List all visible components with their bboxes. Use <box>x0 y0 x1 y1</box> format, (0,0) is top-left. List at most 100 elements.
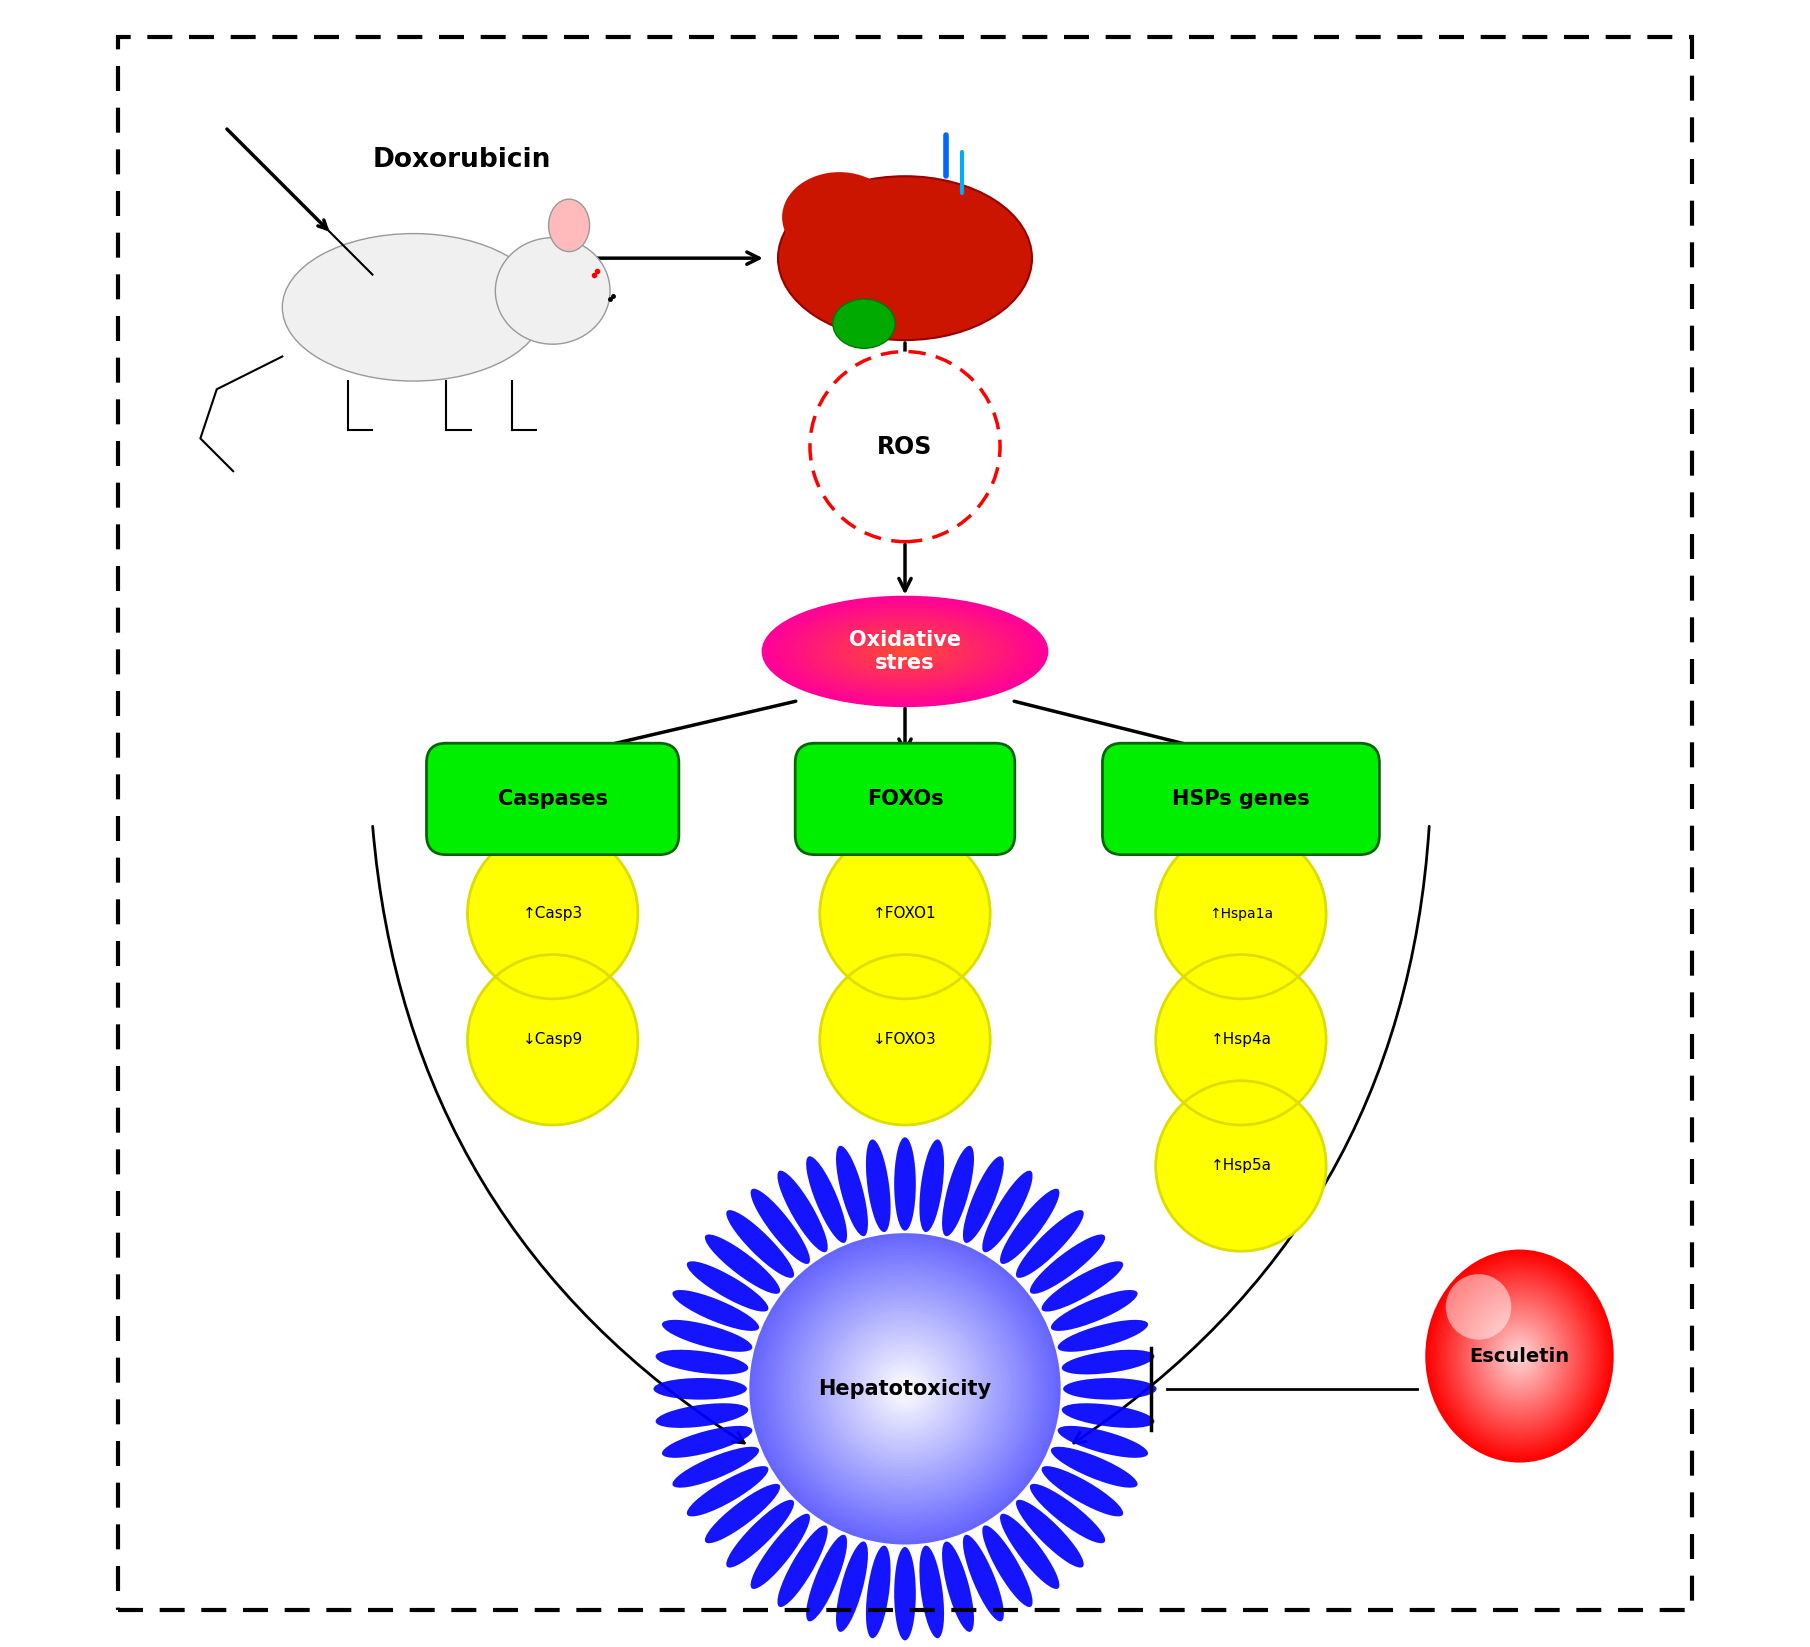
Ellipse shape <box>1236 1036 1245 1044</box>
Ellipse shape <box>871 879 939 947</box>
Circle shape <box>811 1296 999 1482</box>
Circle shape <box>775 1258 1035 1520</box>
Ellipse shape <box>1166 1092 1316 1240</box>
Ellipse shape <box>1233 1158 1249 1174</box>
Ellipse shape <box>795 609 1015 693</box>
Ellipse shape <box>1184 1108 1298 1224</box>
Circle shape <box>802 1286 1008 1492</box>
Ellipse shape <box>1231 1029 1251 1051</box>
Ellipse shape <box>778 1525 827 1607</box>
Ellipse shape <box>941 1146 974 1237</box>
Ellipse shape <box>1162 835 1319 993</box>
Circle shape <box>880 1364 930 1413</box>
Ellipse shape <box>1195 866 1287 960</box>
Ellipse shape <box>876 641 934 662</box>
Ellipse shape <box>983 1171 1032 1252</box>
Ellipse shape <box>1202 875 1280 952</box>
Ellipse shape <box>853 987 957 1094</box>
Ellipse shape <box>536 896 570 931</box>
Ellipse shape <box>1196 1122 1285 1211</box>
Ellipse shape <box>843 851 967 975</box>
Ellipse shape <box>1213 1013 1269 1067</box>
Circle shape <box>780 1265 1030 1514</box>
Ellipse shape <box>1205 878 1278 950</box>
Ellipse shape <box>894 1138 916 1230</box>
Ellipse shape <box>865 1000 945 1080</box>
Ellipse shape <box>805 613 1005 690</box>
Ellipse shape <box>778 176 1032 339</box>
Circle shape <box>843 1326 967 1451</box>
Ellipse shape <box>1491 1324 1548 1388</box>
Ellipse shape <box>818 618 992 685</box>
Ellipse shape <box>1215 1140 1267 1191</box>
Circle shape <box>896 1380 914 1398</box>
Ellipse shape <box>1432 1257 1607 1456</box>
Ellipse shape <box>771 600 1039 703</box>
Ellipse shape <box>889 1023 921 1057</box>
Ellipse shape <box>1472 1303 1567 1410</box>
Ellipse shape <box>498 858 608 968</box>
Ellipse shape <box>883 893 927 935</box>
Circle shape <box>840 1324 970 1454</box>
Ellipse shape <box>491 978 614 1102</box>
Ellipse shape <box>856 991 954 1089</box>
Ellipse shape <box>805 1535 847 1621</box>
Circle shape <box>827 1311 983 1467</box>
Ellipse shape <box>1176 977 1305 1103</box>
Ellipse shape <box>505 993 599 1087</box>
Ellipse shape <box>1182 980 1301 1100</box>
Ellipse shape <box>1506 1341 1533 1370</box>
Ellipse shape <box>545 906 561 922</box>
Ellipse shape <box>545 1031 561 1049</box>
Ellipse shape <box>1200 873 1281 954</box>
Ellipse shape <box>509 995 597 1084</box>
Ellipse shape <box>487 848 619 980</box>
Ellipse shape <box>829 621 981 682</box>
Ellipse shape <box>1202 1001 1280 1079</box>
Circle shape <box>809 1293 1001 1486</box>
Ellipse shape <box>541 1029 563 1051</box>
Ellipse shape <box>836 1146 869 1237</box>
Text: ↑Hsp5a: ↑Hsp5a <box>1211 1158 1271 1173</box>
Ellipse shape <box>878 1013 932 1067</box>
Ellipse shape <box>838 626 972 677</box>
Ellipse shape <box>892 1028 918 1052</box>
Ellipse shape <box>523 1010 583 1069</box>
Circle shape <box>753 1237 1057 1542</box>
Ellipse shape <box>834 843 976 983</box>
Ellipse shape <box>1173 1099 1309 1234</box>
Ellipse shape <box>1231 1155 1251 1176</box>
Ellipse shape <box>1446 1275 1511 1339</box>
Ellipse shape <box>1220 893 1262 935</box>
Ellipse shape <box>662 1426 753 1458</box>
Circle shape <box>749 1234 1061 1545</box>
Circle shape <box>845 1329 965 1448</box>
Ellipse shape <box>885 894 925 932</box>
Ellipse shape <box>858 866 952 960</box>
Ellipse shape <box>862 634 948 669</box>
Ellipse shape <box>845 855 965 973</box>
Ellipse shape <box>847 629 963 674</box>
Ellipse shape <box>896 647 914 656</box>
Ellipse shape <box>836 1542 869 1632</box>
Ellipse shape <box>842 977 968 1103</box>
Text: ↑Hspa1a: ↑Hspa1a <box>1209 906 1272 921</box>
Ellipse shape <box>529 1016 576 1064</box>
Ellipse shape <box>898 1033 912 1046</box>
Ellipse shape <box>849 858 961 968</box>
Ellipse shape <box>548 909 557 917</box>
Ellipse shape <box>778 1171 827 1252</box>
Ellipse shape <box>1441 1267 1598 1446</box>
Ellipse shape <box>1169 842 1314 987</box>
Ellipse shape <box>820 955 990 1125</box>
Ellipse shape <box>1187 987 1294 1094</box>
Ellipse shape <box>876 884 934 944</box>
Ellipse shape <box>903 911 907 916</box>
Ellipse shape <box>1229 1153 1254 1179</box>
Ellipse shape <box>1173 972 1309 1108</box>
Ellipse shape <box>1178 851 1303 975</box>
Ellipse shape <box>1500 1334 1538 1377</box>
Ellipse shape <box>880 1015 930 1066</box>
Ellipse shape <box>1236 909 1245 917</box>
FancyBboxPatch shape <box>1102 743 1379 855</box>
